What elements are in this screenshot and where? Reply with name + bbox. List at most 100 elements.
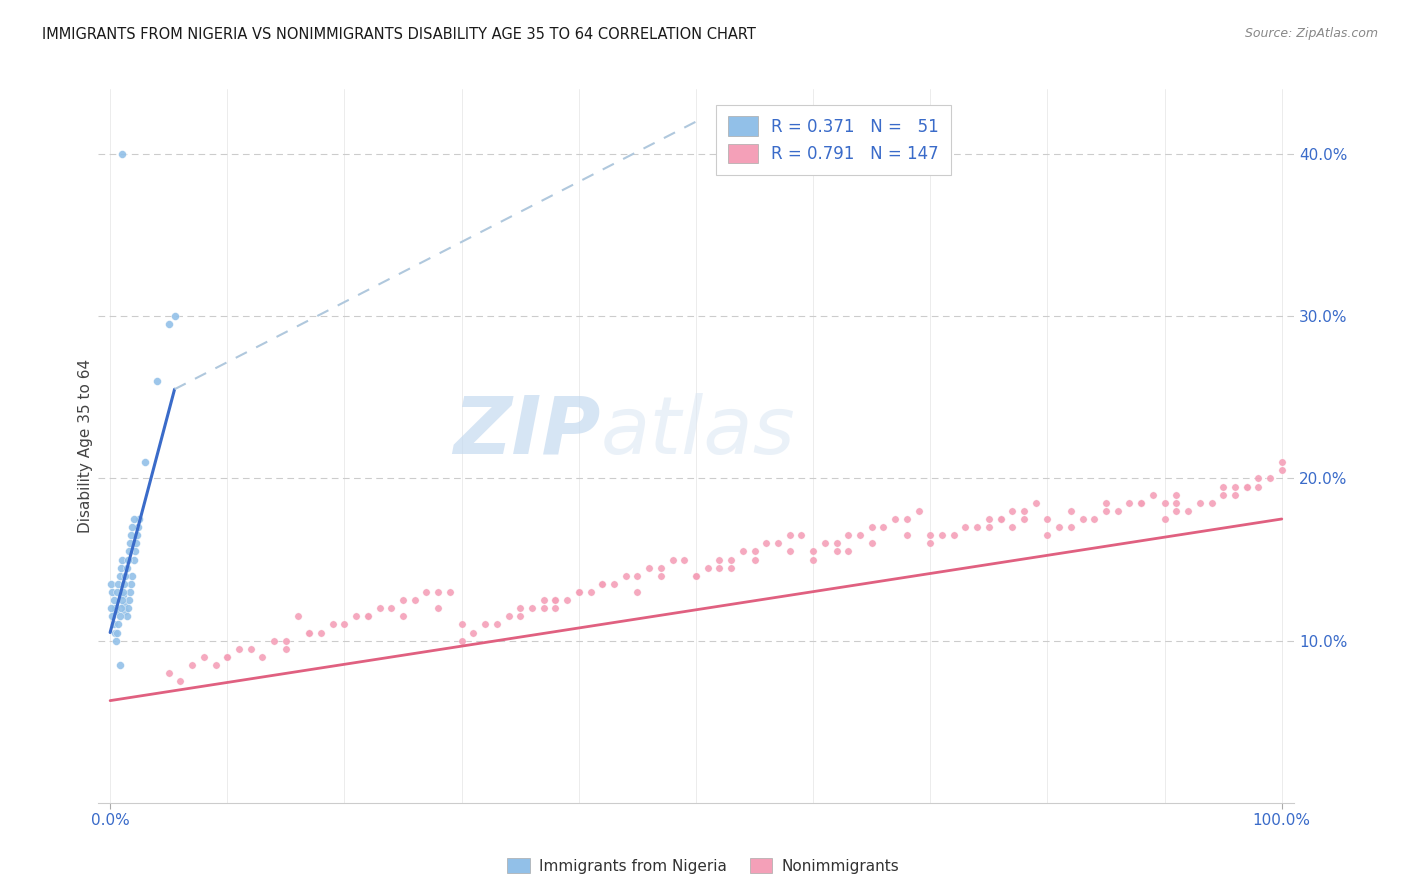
Point xyxy=(463,625,485,640)
Point xyxy=(404,593,426,607)
Point xyxy=(120,585,142,599)
Point xyxy=(860,536,883,550)
Point xyxy=(1236,479,1258,493)
Point xyxy=(1153,496,1175,510)
Point xyxy=(837,528,859,542)
Point xyxy=(626,585,648,599)
Point xyxy=(1271,463,1294,477)
Point xyxy=(115,560,138,574)
Point xyxy=(101,585,124,599)
Point xyxy=(661,552,683,566)
Point xyxy=(884,512,907,526)
Point xyxy=(357,609,380,624)
Point xyxy=(450,617,472,632)
Point xyxy=(990,512,1012,526)
Point xyxy=(274,641,297,656)
Point xyxy=(1166,488,1188,502)
Point xyxy=(112,588,135,602)
Point xyxy=(105,585,128,599)
Point xyxy=(931,528,953,542)
Point xyxy=(709,560,731,574)
Point xyxy=(1188,496,1211,510)
Point xyxy=(568,585,591,599)
Point xyxy=(1212,488,1234,502)
Point xyxy=(108,609,131,624)
Point xyxy=(169,674,191,689)
Point xyxy=(181,657,204,672)
Point xyxy=(626,568,648,582)
Point xyxy=(1118,496,1140,510)
Point xyxy=(263,633,285,648)
Point xyxy=(1036,528,1059,542)
Point xyxy=(1130,496,1153,510)
Point xyxy=(509,601,531,615)
Point xyxy=(1060,520,1083,534)
Point xyxy=(127,528,149,542)
Point xyxy=(744,552,766,566)
Point xyxy=(825,544,848,558)
Point xyxy=(1095,496,1118,510)
Point xyxy=(114,604,136,618)
Point xyxy=(790,528,813,542)
Text: Source: ZipAtlas.com: Source: ZipAtlas.com xyxy=(1244,27,1378,40)
Point xyxy=(111,147,134,161)
Point xyxy=(955,520,977,534)
Point xyxy=(801,544,824,558)
Point xyxy=(591,577,613,591)
Legend: R = 0.371   N =   51, R = 0.791   N = 147: R = 0.371 N = 51, R = 0.791 N = 147 xyxy=(716,104,950,175)
Point xyxy=(228,641,250,656)
Point xyxy=(104,601,127,615)
Point xyxy=(591,577,613,591)
Point xyxy=(825,536,848,550)
Point xyxy=(122,512,145,526)
Point xyxy=(107,577,129,591)
Point xyxy=(108,657,131,672)
Point xyxy=(872,520,894,534)
Point xyxy=(638,560,661,574)
Point xyxy=(1247,471,1270,485)
Point xyxy=(217,649,239,664)
Point xyxy=(100,577,122,591)
Point xyxy=(146,374,169,388)
Text: IMMIGRANTS FROM NIGERIA VS NONIMMIGRANTS DISABILITY AGE 35 TO 64 CORRELATION CHA: IMMIGRANTS FROM NIGERIA VS NONIMMIGRANTS… xyxy=(42,27,756,42)
Point xyxy=(239,641,262,656)
Point xyxy=(252,649,274,664)
Point xyxy=(1012,512,1035,526)
Point xyxy=(1271,455,1294,469)
Point xyxy=(568,585,591,599)
Point xyxy=(1166,496,1188,510)
Point xyxy=(1223,488,1246,502)
Point xyxy=(614,568,637,582)
Point xyxy=(966,520,988,534)
Point xyxy=(1142,488,1164,502)
Point xyxy=(112,577,135,591)
Point xyxy=(103,593,125,607)
Point xyxy=(860,520,883,534)
Point xyxy=(1071,512,1094,526)
Point xyxy=(1201,496,1223,510)
Point xyxy=(415,585,437,599)
Point xyxy=(1247,479,1270,493)
Point xyxy=(720,552,742,566)
Point xyxy=(603,577,626,591)
Point xyxy=(121,520,143,534)
Point xyxy=(1130,496,1153,510)
Point xyxy=(1236,479,1258,493)
Text: atlas: atlas xyxy=(600,392,796,471)
Point xyxy=(121,568,143,582)
Point xyxy=(117,552,139,566)
Point xyxy=(485,617,508,632)
Point xyxy=(1258,471,1281,485)
Point xyxy=(509,609,531,624)
Point xyxy=(105,625,128,640)
Point xyxy=(450,633,472,648)
Point xyxy=(118,593,141,607)
Point xyxy=(1223,479,1246,493)
Point xyxy=(163,310,186,324)
Point xyxy=(990,512,1012,526)
Point xyxy=(134,455,156,469)
Point xyxy=(104,625,127,640)
Point xyxy=(322,617,344,632)
Point xyxy=(498,609,520,624)
Point xyxy=(120,577,142,591)
